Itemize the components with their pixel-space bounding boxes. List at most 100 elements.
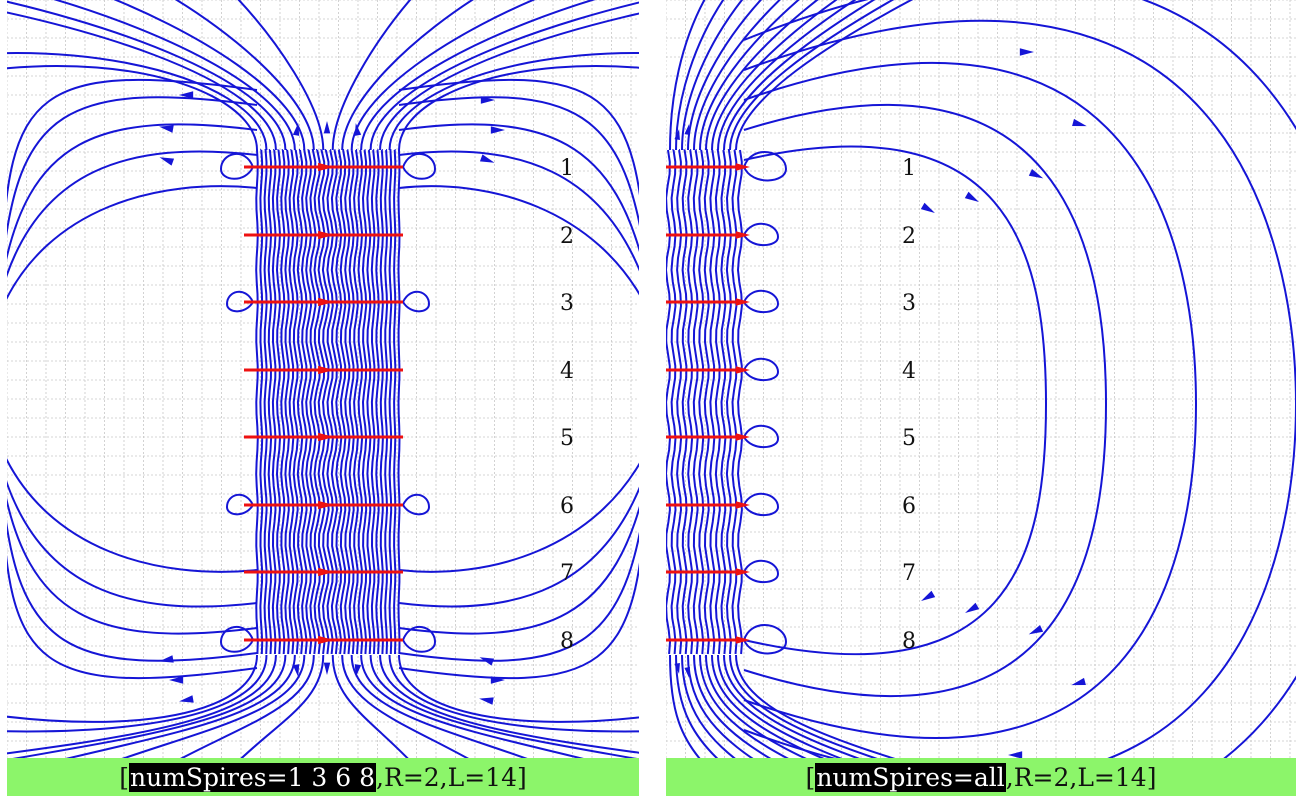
field-arrow <box>354 123 362 136</box>
spire-loop <box>225 290 254 313</box>
interior-field-line <box>267 149 273 655</box>
interior-field-line <box>280 149 286 655</box>
field-arrow <box>684 124 690 136</box>
side-field-line-left <box>7 480 258 608</box>
interior-field-line <box>698 149 705 655</box>
field-arrow <box>479 154 495 163</box>
coil-label: 5 <box>560 426 574 451</box>
current-arrow <box>318 162 334 172</box>
outer-field-line-top <box>669 0 706 151</box>
outer-field-line-bottom <box>675 654 719 758</box>
field-arrow <box>354 664 362 677</box>
field-arrow <box>684 666 690 678</box>
right-caption: [numSpires=all ,R=2,L=14] <box>666 758 1296 796</box>
spire-loop <box>743 151 788 182</box>
spire-loop <box>743 290 780 314</box>
interior-field-line <box>317 149 326 655</box>
current-bars <box>244 162 403 645</box>
spire-loop <box>743 425 780 449</box>
outer-field-line-top <box>237 0 325 151</box>
interior-field-line <box>379 149 384 655</box>
outer-field-line-top <box>7 65 258 151</box>
spire-loop <box>219 153 254 180</box>
current-arrow <box>318 432 334 442</box>
outer-field-line-top <box>331 0 412 151</box>
caption-rest: ,R=2,L=14] <box>376 762 527 792</box>
spire-loop <box>402 626 437 653</box>
outer-field-line-bottom <box>121 654 306 758</box>
field-arrow <box>179 695 194 703</box>
coil-labels: 1 2 3 4 5 6 7 8 <box>902 156 916 654</box>
side-field-line-right <box>398 185 639 296</box>
side-field-line-right <box>398 532 639 662</box>
return-arc <box>743 145 1048 656</box>
spire-loop <box>402 493 431 516</box>
outer-field-line-bottom <box>693 654 772 758</box>
outer-field-line-top <box>379 12 639 151</box>
side-field-line-left <box>7 96 258 237</box>
field-arrow <box>674 129 680 141</box>
outer-field-line-bottom <box>388 654 639 733</box>
field-lines <box>666 0 1296 758</box>
field-arrow <box>1072 118 1087 127</box>
interior-field-line <box>736 149 744 655</box>
current-arrow <box>318 230 334 240</box>
field-arrow <box>964 191 979 202</box>
interior-field-line <box>388 149 393 655</box>
field-arrow <box>292 664 300 677</box>
caption-open-bracket: [ <box>119 762 130 792</box>
interior-field-line <box>300 149 308 655</box>
spire-loop <box>743 358 780 382</box>
left-panel: 1 2 3 4 5 6 7 8 [numSpires=1 3 6 8 ,R=2,L=14] <box>7 0 639 796</box>
coil-label: 8 <box>902 629 916 654</box>
outer-field-line-top <box>388 52 639 151</box>
field-arrow <box>159 125 174 133</box>
field-arrow <box>292 123 300 136</box>
coil-label: 5 <box>902 426 916 451</box>
outer-field-line-bottom <box>711 654 825 758</box>
interior-field-line <box>357 149 364 655</box>
interior-field-line <box>263 149 268 655</box>
outer-field-line-top <box>723 0 876 151</box>
current-arrow <box>735 366 750 374</box>
interior-field-line <box>275 149 282 655</box>
outer-field-line-bottom <box>723 654 860 758</box>
side-field-line-left <box>7 78 258 204</box>
outer-field-line-bottom <box>398 654 639 723</box>
return-arc <box>743 103 1108 697</box>
spire-loop <box>743 624 788 655</box>
outer-field-line-top <box>693 0 781 151</box>
field-arrow <box>1071 677 1086 686</box>
outer-field-line-bottom <box>179 654 315 758</box>
outer-field-line-bottom <box>341 654 470 758</box>
interior-field-line <box>313 149 322 655</box>
outer-field-line-top <box>341 0 474 151</box>
right-panel: 1 2 3 4 5 6 7 8 [numSpires=all ,R=2,L=14] <box>666 0 1296 796</box>
interior-field-line <box>271 149 277 655</box>
spire-loop <box>743 223 780 247</box>
interior-field-line <box>288 149 295 655</box>
spire-loop <box>219 626 254 653</box>
interior-field-line <box>335 149 343 655</box>
interior-field-line <box>366 149 372 655</box>
outer-field-line-bottom <box>65 654 296 758</box>
field-arrow <box>674 662 680 674</box>
outer-field-line-top <box>717 0 857 151</box>
outer-field-line-bottom <box>699 654 789 758</box>
interior-field-line <box>309 149 317 655</box>
current-arrow <box>735 163 750 171</box>
side-field-line-left <box>7 497 258 635</box>
coil-label: 4 <box>560 359 574 384</box>
interior-field-line <box>352 149 359 655</box>
outer-field-line-top <box>398 65 639 151</box>
interior-field-line <box>292 149 299 655</box>
outer-field-line-bottom <box>7 654 277 755</box>
coil-label: 3 <box>902 291 916 316</box>
coil-label: 7 <box>902 561 916 586</box>
outer-field-line-bottom <box>735 654 896 758</box>
field-lines <box>7 0 639 758</box>
spire-loop <box>402 290 431 313</box>
caption-highlight: numSpires=all <box>815 762 1006 792</box>
spire-loop <box>743 560 780 584</box>
outer-field-line-bottom <box>12 654 287 758</box>
